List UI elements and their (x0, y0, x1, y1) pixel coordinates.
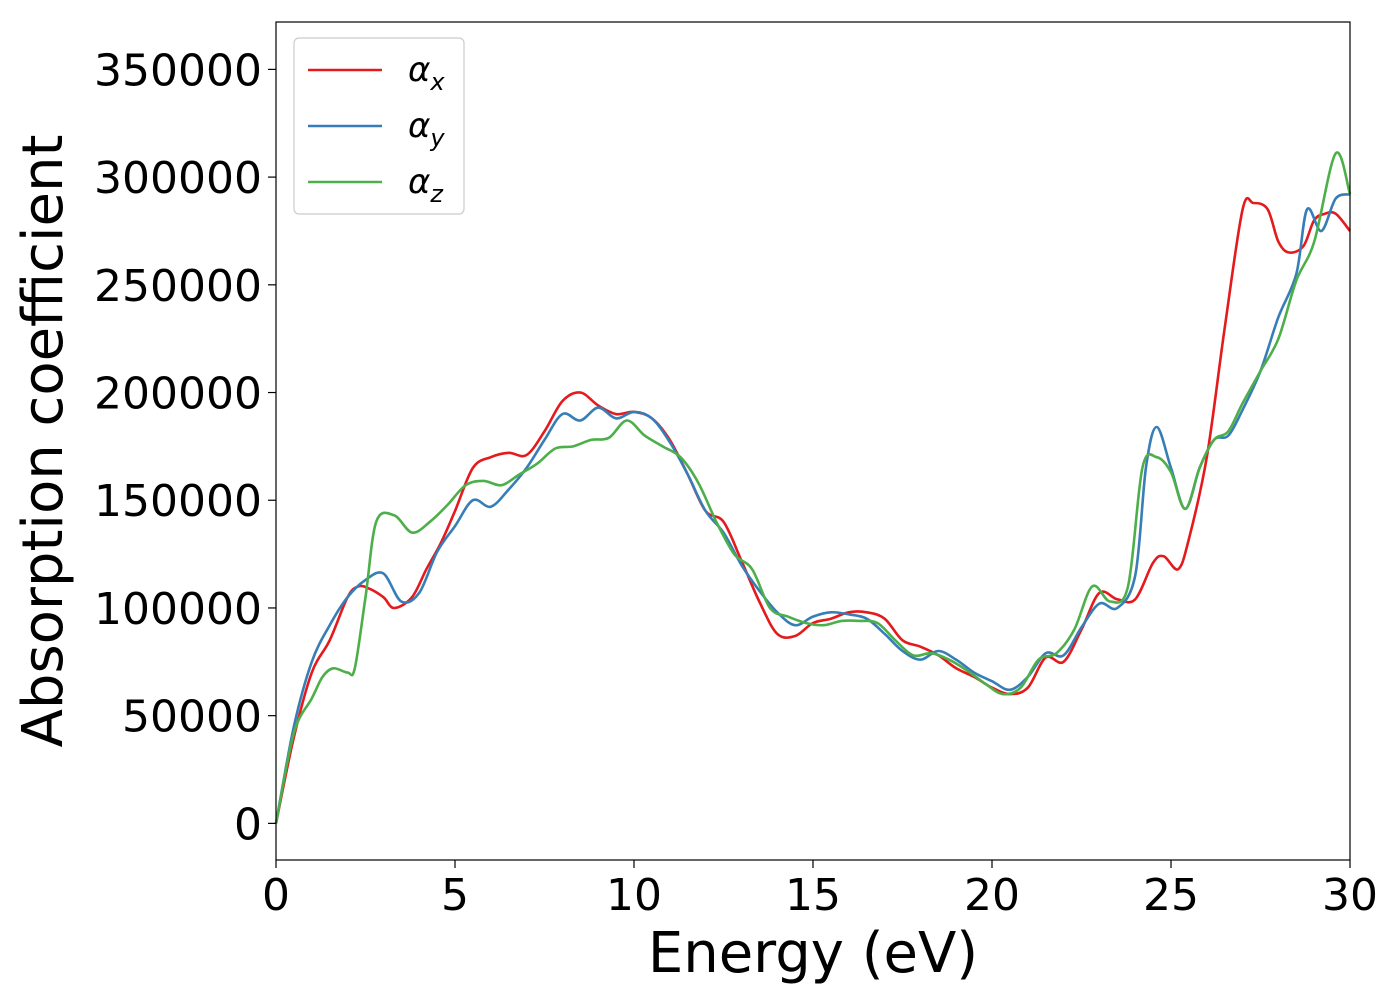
x-tick-label: 0 (262, 870, 290, 921)
x-tick-label: 15 (785, 870, 841, 921)
y-tick-label: 200000 (94, 369, 262, 420)
y-tick-label: 300000 (94, 153, 262, 204)
x-tick-label: 5 (441, 870, 469, 921)
x-tick-label: 25 (1143, 870, 1199, 921)
x-tick-label: 30 (1322, 870, 1378, 921)
y-tick-label: 0 (234, 799, 262, 850)
series-layer (274, 151, 1352, 824)
y-tick-label: 100000 (94, 584, 262, 635)
series-line-α-z (274, 151, 1352, 824)
y-tick-label: 250000 (94, 261, 262, 312)
legend-label: αy (408, 106, 445, 152)
x-tick-label: 10 (606, 870, 662, 921)
legend-label: αx (408, 50, 445, 96)
x-axis: 0 5 10 15 20 25 30 (262, 860, 1378, 921)
y-axis-label: Absorption coefficient (11, 135, 76, 748)
y-axis: 0 50000 100000 150000 200000 250000 300000 3500… (94, 45, 276, 850)
y-tick-label: 350000 (94, 45, 262, 96)
series-line-α-x (274, 196, 1352, 824)
x-tick-label: 20 (964, 870, 1020, 921)
x-axis-label: Energy (eV) (648, 921, 978, 986)
y-tick-label: 50000 (122, 692, 262, 743)
y-tick-label: 150000 (94, 476, 262, 527)
legend: αx αy αz (293, 37, 465, 215)
legend-label: αz (408, 162, 444, 208)
